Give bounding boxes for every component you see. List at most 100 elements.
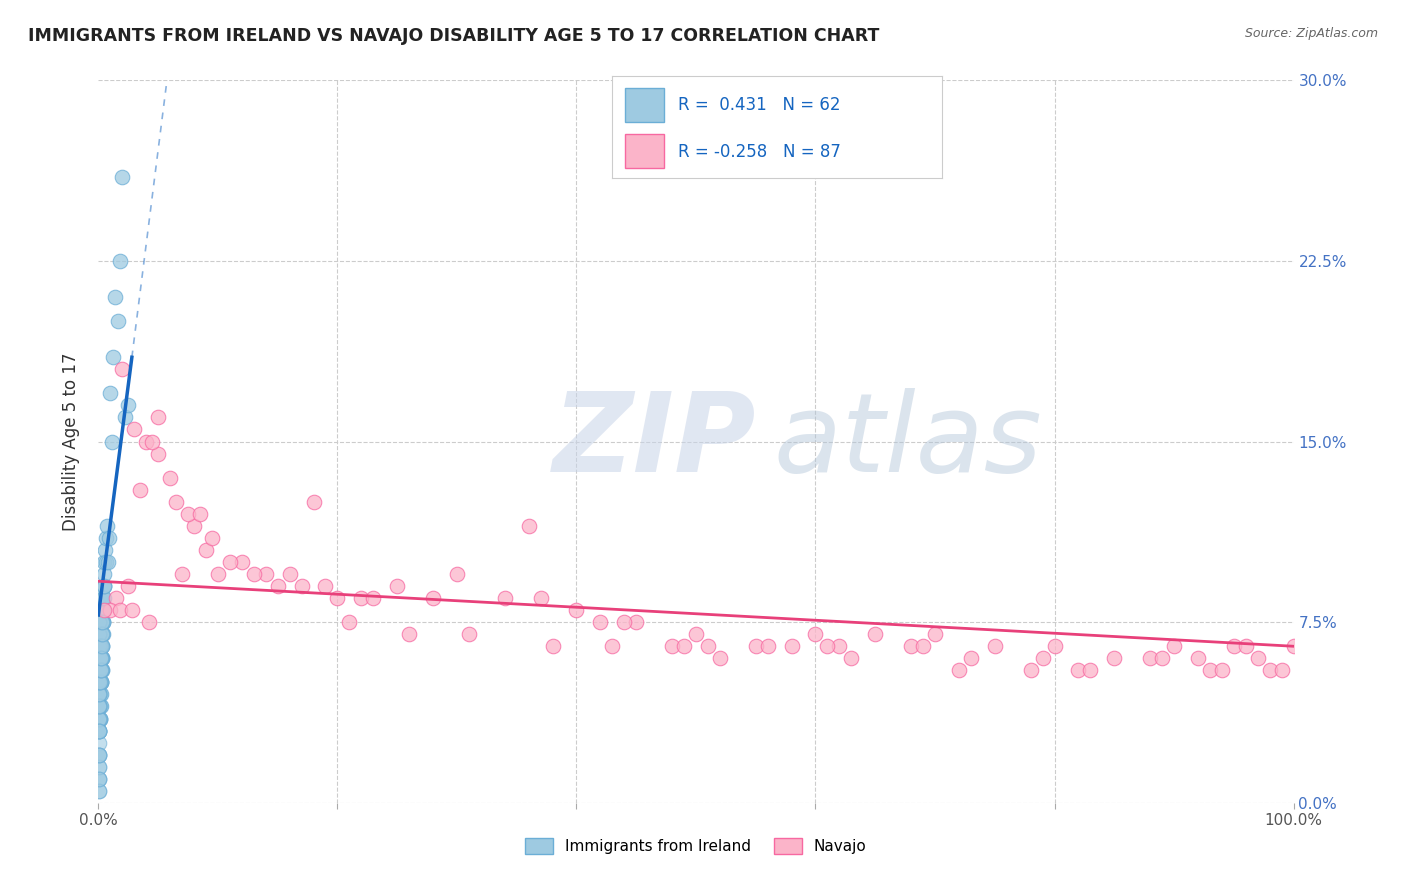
Point [89,699,111,714]
Point [87,747,110,762]
Point [105,591,128,606]
Point [108,253,131,268]
Point [350,591,373,606]
Point [1234,639,1257,653]
Point [165,494,187,508]
Point [91,627,114,641]
Point [107,314,129,328]
Point [398,627,420,641]
Point [89,699,111,714]
Point [1199,664,1222,678]
Point [87,687,110,701]
Point [96,555,118,569]
Point [90,664,112,678]
Point [188,507,211,521]
Point [90,639,112,653]
Point [96,519,118,533]
Point [104,290,127,304]
Point [87,760,110,774]
Point [804,627,827,641]
Point [924,627,946,641]
Point [89,712,111,726]
Point [90,664,112,678]
Point [339,615,361,630]
Point [93,591,115,606]
Point [745,639,768,653]
Point [1271,664,1294,678]
Point [89,651,111,665]
Point [87,747,110,762]
Point [1211,664,1233,678]
Point [87,651,110,665]
Point [89,675,111,690]
Point [90,675,112,690]
Point [91,591,114,606]
Point [91,615,114,630]
Point [89,664,111,678]
Point [101,350,124,364]
Point [90,699,112,714]
Point [89,687,111,701]
Point [89,664,111,678]
Point [91,615,114,630]
Point [89,712,111,726]
Point [87,784,110,798]
Point [87,723,110,738]
Point [89,675,111,690]
Point [89,712,111,726]
Point [90,651,112,665]
Text: R = -0.258   N = 87: R = -0.258 N = 87 [678,143,841,161]
Point [87,675,110,690]
Point [93,603,115,617]
Point [91,651,114,665]
Point [90,615,112,630]
Point [1163,639,1185,653]
Y-axis label: Disability Age 5 to 17: Disability Age 5 to 17 [62,352,80,531]
Point [87,615,110,630]
Point [697,639,720,653]
Text: R =  0.431   N = 62: R = 0.431 N = 62 [678,95,841,113]
Point [97,555,120,569]
Point [458,627,481,641]
Point [89,675,111,690]
Point [363,591,385,606]
Point [201,531,224,545]
Point [89,651,111,665]
Point [589,615,612,630]
Point [90,627,112,641]
Point [87,772,110,786]
Point [912,639,935,653]
Point [89,651,111,665]
Point [129,483,152,497]
Point [291,579,314,593]
Point [94,542,117,557]
Point [148,446,170,460]
Point [89,699,111,714]
Point [626,615,648,630]
Point [709,651,731,665]
Point [315,579,337,593]
Point [541,639,564,653]
Point [94,531,117,545]
Point [89,675,111,690]
Point [780,639,803,653]
Point [90,664,112,678]
Point [91,603,114,617]
Point [87,664,110,678]
Point [1032,651,1054,665]
Point [93,579,115,593]
Point [828,639,851,653]
Point [183,519,205,533]
Point [817,639,839,653]
Point [93,567,115,582]
Point [87,747,110,762]
Point [89,651,111,665]
Point [87,712,110,726]
Point [1067,664,1090,678]
Point [114,410,136,425]
Point [267,579,290,593]
Point [87,712,110,726]
Point [90,651,112,665]
Text: Source: ZipAtlas.com: Source: ZipAtlas.com [1244,27,1378,40]
Point [960,651,983,665]
